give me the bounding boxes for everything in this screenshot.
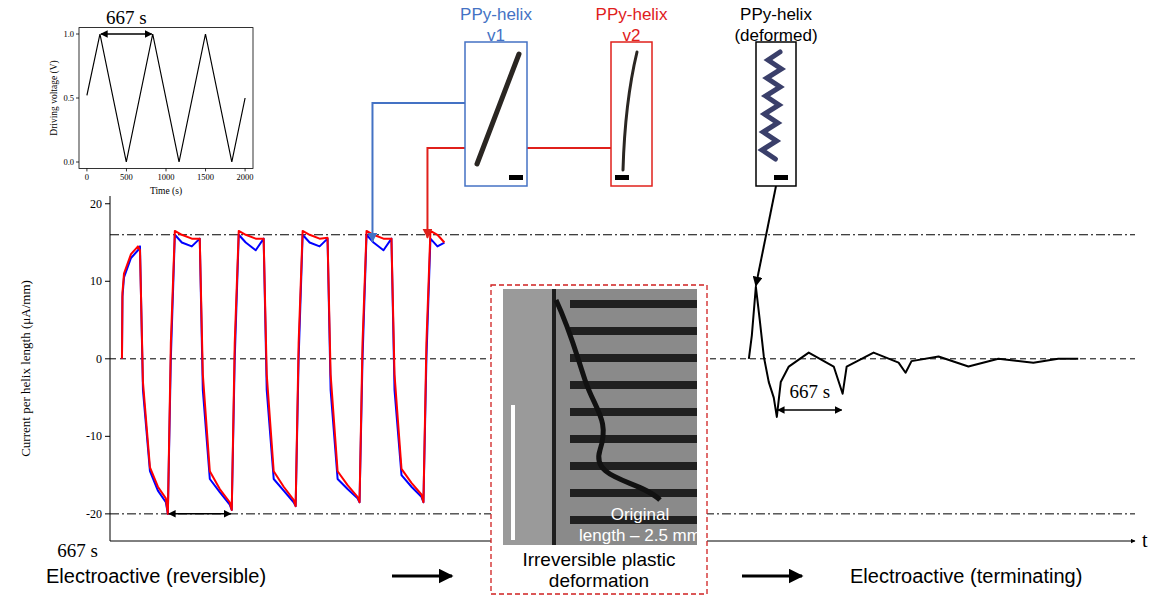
period-arrow	[169, 513, 231, 515]
stage-label: Electroactive (terminating)	[850, 565, 1082, 587]
deformed-helix	[556, 300, 660, 500]
x-axis-title: Time (s)	[150, 186, 182, 197]
x-tick-label: 0	[85, 172, 89, 182]
stages: Electroactive (reversible) Irreversible p…	[46, 549, 1082, 591]
photo-edge	[552, 289, 556, 545]
inset-data	[87, 34, 245, 162]
photo-stripe	[570, 408, 697, 416]
y-tick-label: 0.5	[63, 93, 74, 103]
image-frame	[611, 42, 652, 186]
text-line: Irreversible plastic	[522, 549, 675, 570]
photo-stripe	[570, 462, 697, 470]
photo-stripe	[570, 435, 697, 443]
photo-frame	[491, 285, 707, 594]
x-tick	[126, 168, 127, 171]
voltage-line	[87, 34, 245, 162]
photo-stripe	[570, 354, 697, 362]
period-arrow	[101, 33, 152, 35]
pointer-line	[756, 186, 776, 286]
text-line: PPy-helix	[460, 5, 532, 24]
y-tick	[105, 358, 110, 359]
y-tick-label: 20	[90, 197, 102, 211]
helix-photo	[762, 52, 781, 159]
current-line	[122, 231, 444, 514]
image-label: PPy-helix (deformed)	[734, 5, 817, 45]
y-tick	[76, 34, 79, 35]
photo-label: Original length – 2.5 mm	[579, 505, 701, 545]
y-axis-title: Current per helix length (μA/mm)	[18, 280, 33, 457]
image-frame	[756, 42, 796, 186]
photo-stripe	[570, 327, 697, 335]
y-tick-label: -20	[86, 507, 102, 521]
x-tick	[86, 168, 87, 171]
current-line	[749, 287, 1078, 417]
text-line: v1	[487, 26, 505, 45]
text-line: deformation	[549, 570, 649, 591]
stage-arrow	[742, 575, 802, 578]
y-tick	[76, 98, 79, 99]
y-tick-label: 0	[96, 352, 102, 366]
helix-photo	[477, 54, 519, 164]
stage-label: Irreversible plasticdeformation	[522, 549, 675, 591]
text-line: PPy-helix	[596, 5, 668, 24]
y-axis-title: Driving voltage (V)	[49, 60, 60, 135]
photo-stripe	[570, 300, 697, 308]
text-line: Original	[611, 505, 670, 524]
period-label: 667 s	[789, 381, 830, 402]
x-tick-label: 1500	[197, 172, 214, 182]
x-tick-label: 500	[120, 172, 133, 182]
x-tick	[205, 168, 206, 171]
y-tick-label: 0.0	[63, 157, 74, 167]
scale-bar	[774, 175, 788, 180]
text-line: (deformed)	[734, 26, 817, 45]
x-axis-title: t	[1142, 529, 1148, 551]
photo-region	[503, 289, 555, 545]
image-label: PPy-helix v2	[596, 5, 668, 45]
main-chart: t -20 -10 0 10 20 Current per helix length (μA…	[18, 196, 1148, 561]
y-tick	[105, 513, 110, 514]
period-label: 667 s	[106, 7, 147, 28]
y-tick	[105, 436, 110, 437]
image-boxes: PPy-helix v1 PPy-helix v2 PPy-helix (deformed…	[460, 5, 817, 186]
x-tick	[245, 168, 246, 171]
text-line: v2	[623, 26, 641, 45]
x-tick-label: 1000	[158, 172, 175, 182]
y-tick-label: 10	[90, 274, 102, 288]
y-tick	[105, 203, 110, 204]
y-axis	[110, 196, 111, 541]
x-tick	[166, 168, 167, 171]
y-tick-label: 1.0	[63, 29, 74, 39]
period-arrow	[778, 409, 842, 411]
pointer-line	[372, 103, 465, 242]
image-label: PPy-helix v1	[460, 5, 532, 45]
y-tick	[76, 162, 79, 163]
inset-frame	[79, 28, 253, 169]
connectors	[372, 103, 776, 286]
helix-photo	[623, 52, 637, 170]
x-tick-label: 2000	[237, 172, 254, 182]
photo	[503, 289, 697, 545]
inset-chart: 0 500 1000 1500 2000 0.0 0.5 1.0 Time (s) Driving…	[49, 7, 254, 197]
image-frame	[465, 42, 527, 186]
text-line: PPy-helix	[740, 5, 812, 24]
photo-scale-bar	[511, 405, 515, 540]
stage-label: Electroactive (reversible)	[46, 565, 266, 587]
stage-arrow	[392, 575, 452, 578]
figure: 0 500 1000 1500 2000 0.0 0.5 1.0 Time (s) Driving…	[0, 0, 1162, 597]
y-tick-label: -10	[86, 429, 102, 443]
period-label: 667 s	[57, 540, 98, 561]
scale-bar	[615, 175, 629, 180]
y-tick	[105, 281, 110, 282]
scale-bar	[509, 175, 523, 180]
deformation-photo: Original length – 2.5 mm	[491, 285, 707, 594]
text-line: length – 2.5 mm	[579, 526, 701, 545]
photo-stripe	[570, 489, 697, 497]
reference-line	[110, 234, 1135, 235]
